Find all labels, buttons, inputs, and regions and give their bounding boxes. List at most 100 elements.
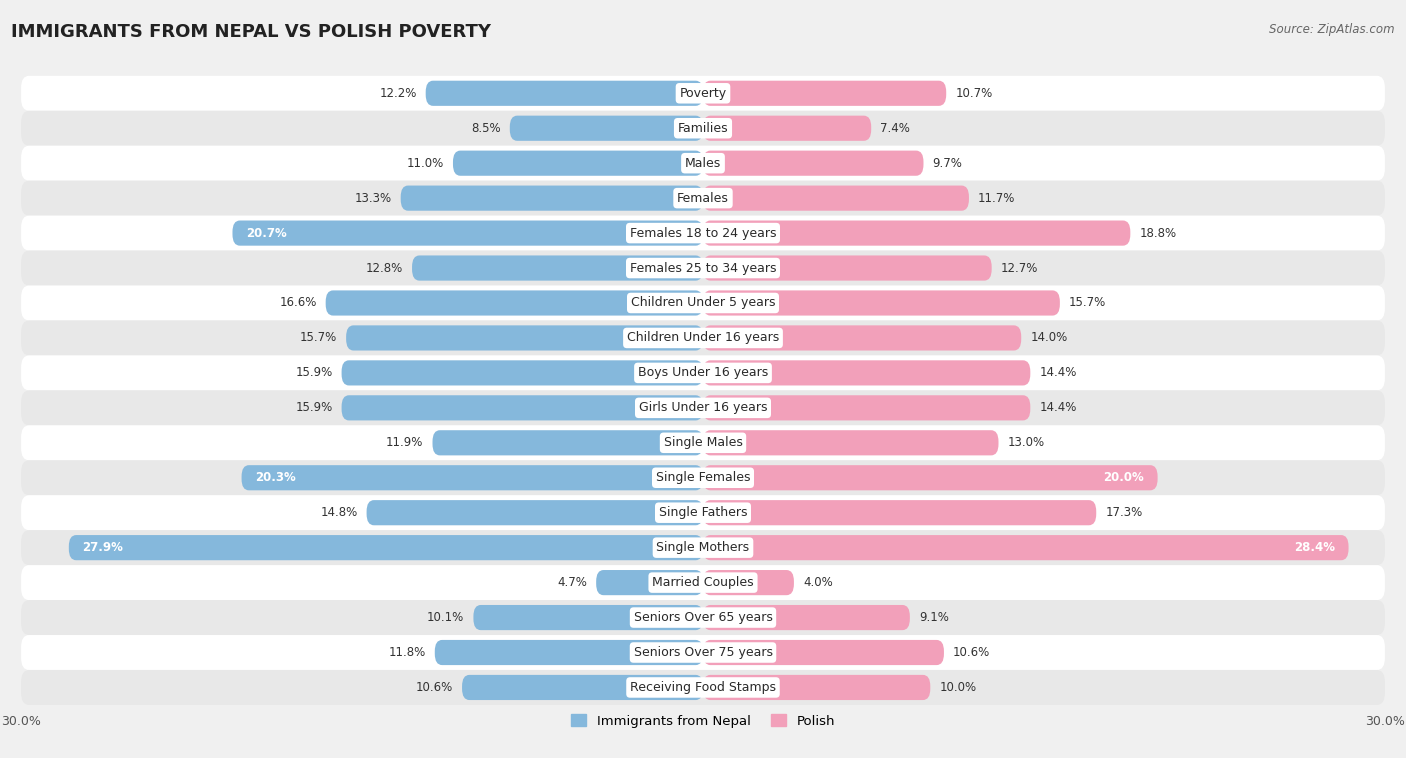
- Text: 14.4%: 14.4%: [1039, 401, 1077, 415]
- Text: Single Males: Single Males: [664, 437, 742, 449]
- Text: 20.3%: 20.3%: [256, 471, 295, 484]
- FancyBboxPatch shape: [346, 325, 703, 350]
- FancyBboxPatch shape: [21, 146, 1385, 180]
- FancyBboxPatch shape: [21, 495, 1385, 530]
- FancyBboxPatch shape: [426, 80, 703, 106]
- FancyBboxPatch shape: [703, 535, 1348, 560]
- FancyBboxPatch shape: [703, 80, 946, 106]
- FancyBboxPatch shape: [21, 180, 1385, 215]
- FancyBboxPatch shape: [326, 290, 703, 315]
- FancyBboxPatch shape: [242, 465, 703, 490]
- Text: 28.4%: 28.4%: [1294, 541, 1334, 554]
- FancyBboxPatch shape: [703, 675, 931, 700]
- Text: 20.7%: 20.7%: [246, 227, 287, 240]
- FancyBboxPatch shape: [342, 360, 703, 386]
- FancyBboxPatch shape: [21, 321, 1385, 356]
- Text: Females 25 to 34 years: Females 25 to 34 years: [630, 262, 776, 274]
- FancyBboxPatch shape: [703, 465, 1157, 490]
- FancyBboxPatch shape: [703, 570, 794, 595]
- FancyBboxPatch shape: [703, 116, 872, 141]
- Text: Families: Families: [678, 122, 728, 135]
- Text: Children Under 5 years: Children Under 5 years: [631, 296, 775, 309]
- FancyBboxPatch shape: [21, 425, 1385, 460]
- FancyBboxPatch shape: [21, 565, 1385, 600]
- Text: 4.0%: 4.0%: [803, 576, 832, 589]
- Text: 15.7%: 15.7%: [299, 331, 337, 344]
- Text: 4.7%: 4.7%: [557, 576, 588, 589]
- Text: Single Fathers: Single Fathers: [659, 506, 747, 519]
- Text: Single Females: Single Females: [655, 471, 751, 484]
- Text: 15.9%: 15.9%: [295, 366, 332, 380]
- FancyBboxPatch shape: [21, 356, 1385, 390]
- Text: Married Couples: Married Couples: [652, 576, 754, 589]
- Text: 18.8%: 18.8%: [1139, 227, 1177, 240]
- Legend: Immigrants from Nepal, Polish: Immigrants from Nepal, Polish: [565, 709, 841, 733]
- FancyBboxPatch shape: [69, 535, 703, 560]
- FancyBboxPatch shape: [703, 360, 1031, 386]
- Text: Source: ZipAtlas.com: Source: ZipAtlas.com: [1270, 23, 1395, 36]
- Text: Females: Females: [678, 192, 728, 205]
- FancyBboxPatch shape: [232, 221, 703, 246]
- Text: 13.3%: 13.3%: [354, 192, 392, 205]
- FancyBboxPatch shape: [21, 670, 1385, 705]
- Text: 11.7%: 11.7%: [979, 192, 1015, 205]
- FancyBboxPatch shape: [21, 286, 1385, 321]
- Text: 20.0%: 20.0%: [1104, 471, 1144, 484]
- Text: 14.0%: 14.0%: [1031, 331, 1067, 344]
- Text: 12.7%: 12.7%: [1001, 262, 1038, 274]
- Text: 17.3%: 17.3%: [1105, 506, 1143, 519]
- Text: 9.7%: 9.7%: [932, 157, 963, 170]
- Text: Poverty: Poverty: [679, 86, 727, 100]
- FancyBboxPatch shape: [367, 500, 703, 525]
- FancyBboxPatch shape: [703, 395, 1031, 421]
- Text: IMMIGRANTS FROM NEPAL VS POLISH POVERTY: IMMIGRANTS FROM NEPAL VS POLISH POVERTY: [11, 23, 491, 41]
- Text: 12.2%: 12.2%: [380, 86, 416, 100]
- FancyBboxPatch shape: [703, 255, 991, 280]
- FancyBboxPatch shape: [703, 500, 1097, 525]
- FancyBboxPatch shape: [434, 640, 703, 665]
- Text: 14.4%: 14.4%: [1039, 366, 1077, 380]
- FancyBboxPatch shape: [703, 605, 910, 630]
- Text: Males: Males: [685, 157, 721, 170]
- FancyBboxPatch shape: [342, 395, 703, 421]
- FancyBboxPatch shape: [474, 605, 703, 630]
- FancyBboxPatch shape: [21, 76, 1385, 111]
- FancyBboxPatch shape: [21, 635, 1385, 670]
- FancyBboxPatch shape: [401, 186, 703, 211]
- Text: 16.6%: 16.6%: [280, 296, 316, 309]
- FancyBboxPatch shape: [21, 460, 1385, 495]
- FancyBboxPatch shape: [703, 640, 943, 665]
- Text: Children Under 16 years: Children Under 16 years: [627, 331, 779, 344]
- FancyBboxPatch shape: [463, 675, 703, 700]
- Text: 10.1%: 10.1%: [427, 611, 464, 624]
- Text: Seniors Over 65 years: Seniors Over 65 years: [634, 611, 772, 624]
- Text: Receiving Food Stamps: Receiving Food Stamps: [630, 681, 776, 694]
- Text: Girls Under 16 years: Girls Under 16 years: [638, 401, 768, 415]
- Text: 11.0%: 11.0%: [406, 157, 444, 170]
- FancyBboxPatch shape: [510, 116, 703, 141]
- FancyBboxPatch shape: [703, 290, 1060, 315]
- FancyBboxPatch shape: [21, 215, 1385, 251]
- Text: 15.9%: 15.9%: [295, 401, 332, 415]
- Text: 27.9%: 27.9%: [83, 541, 124, 554]
- FancyBboxPatch shape: [21, 530, 1385, 565]
- Text: 15.7%: 15.7%: [1069, 296, 1107, 309]
- FancyBboxPatch shape: [703, 151, 924, 176]
- FancyBboxPatch shape: [703, 431, 998, 456]
- Text: 11.9%: 11.9%: [387, 437, 423, 449]
- Text: 11.8%: 11.8%: [388, 646, 426, 659]
- Text: Single Mothers: Single Mothers: [657, 541, 749, 554]
- Text: Boys Under 16 years: Boys Under 16 years: [638, 366, 768, 380]
- FancyBboxPatch shape: [412, 255, 703, 280]
- Text: 10.7%: 10.7%: [955, 86, 993, 100]
- Text: 10.6%: 10.6%: [953, 646, 990, 659]
- Text: 10.0%: 10.0%: [939, 681, 977, 694]
- FancyBboxPatch shape: [21, 600, 1385, 635]
- Text: 7.4%: 7.4%: [880, 122, 910, 135]
- Text: 9.1%: 9.1%: [920, 611, 949, 624]
- FancyBboxPatch shape: [21, 111, 1385, 146]
- FancyBboxPatch shape: [21, 390, 1385, 425]
- FancyBboxPatch shape: [596, 570, 703, 595]
- Text: Females 18 to 24 years: Females 18 to 24 years: [630, 227, 776, 240]
- FancyBboxPatch shape: [703, 325, 1021, 350]
